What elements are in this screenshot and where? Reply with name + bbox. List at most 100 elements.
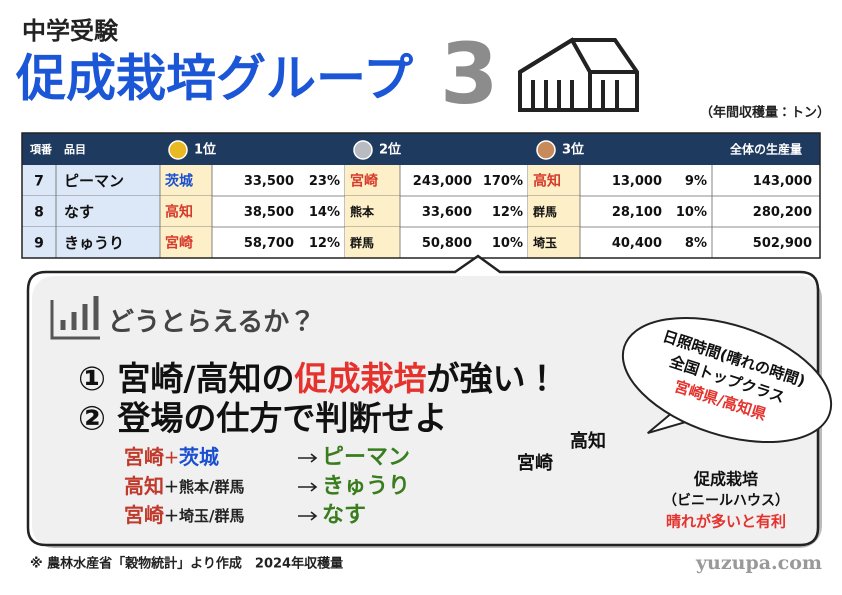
pref-bg [160, 227, 212, 258]
pref-bg [528, 196, 580, 227]
title: 促成栽培グループ [15, 50, 413, 108]
amount: 40,400 [612, 236, 662, 251]
chart-icon [50, 296, 100, 340]
share: 170% [483, 174, 523, 189]
combo-plus: ＋ [164, 507, 179, 525]
share: 8% [685, 236, 707, 251]
medal [353, 140, 373, 160]
point-1-highlight: 促成栽培 [293, 359, 426, 398]
arrow [298, 511, 318, 521]
legend-subtitle: （ビニールハウス） [663, 493, 789, 509]
greenhouse-icon [518, 37, 639, 112]
map-label: 宮崎 [517, 452, 553, 474]
header-cell: 全体の生産量 [730, 142, 802, 157]
cell-bg [22, 196, 160, 227]
group-number: 3 [440, 25, 498, 123]
point-1-suffix: が強い！ [426, 359, 558, 398]
combo: 宮崎＋埼玉/群馬 [124, 503, 245, 527]
pref: 群馬 [532, 204, 557, 219]
legend-note: 晴れが多いと有利 [666, 513, 786, 531]
total: 502,900 [753, 236, 812, 251]
pref-bg [345, 165, 400, 196]
amount: 28,100 [612, 205, 662, 220]
pref: 宮崎 [165, 235, 193, 252]
row-no: 7 [34, 174, 44, 190]
point-1-prefix: ① 宮崎/高知の [78, 359, 294, 398]
kicker: 中学受験 [22, 17, 119, 45]
legend-title: 促成栽培 [693, 470, 758, 489]
pref: 熊本 [350, 204, 375, 219]
cell-bg [22, 227, 160, 258]
combo-crop: ピーマン [322, 445, 410, 470]
combo-partner: 茨城 [179, 445, 219, 469]
unit-note: （年間収穫量：トン） [700, 105, 830, 121]
combo-crop: きゅうり [322, 474, 410, 499]
pref-bg [528, 227, 580, 258]
combo-main: 宮崎 [124, 445, 164, 469]
arrow [298, 482, 318, 492]
header-cell: 項番 [30, 142, 53, 156]
medal [168, 140, 188, 160]
pref: 埼玉 [533, 235, 557, 250]
table-border [21, 132, 821, 259]
sunshine-bubble: 日照時間(晴れの時間) 全国トップクラス 宮崎県/高知県 [621, 316, 833, 444]
pref-bg [345, 227, 400, 258]
header-cell: 3位 [562, 142, 584, 158]
pref-bg [160, 165, 212, 196]
item: なす [64, 203, 94, 221]
share: 10% [492, 236, 523, 251]
pref-bg [345, 196, 400, 227]
pref: 高知 [533, 173, 561, 190]
share: 14% [309, 205, 340, 220]
share: 23% [309, 174, 340, 189]
share: 10% [676, 205, 707, 220]
total: 280,200 [753, 205, 812, 220]
amount: 58,700 [244, 236, 294, 251]
share: 9% [685, 174, 707, 189]
pref: 茨城 [165, 173, 193, 190]
combo-partner: 埼玉/群馬 [179, 507, 244, 525]
combo-main: 宮崎 [124, 503, 164, 527]
total: 143,000 [753, 174, 812, 189]
point-2: ② 登場の仕方で判断せよ [78, 399, 447, 438]
arrow [298, 453, 318, 463]
pref-bg [160, 196, 212, 227]
share: 12% [309, 236, 340, 251]
header-row [22, 133, 820, 165]
header-cell: 1位 [194, 142, 216, 158]
amount: 13,000 [612, 174, 662, 189]
combo-crop: なす [322, 503, 366, 528]
medal [536, 140, 556, 160]
item: ピーマン [64, 172, 124, 190]
callout-box [26, 254, 820, 547]
combo-partner: 熊本/群馬 [179, 478, 244, 496]
pref: 群馬 [349, 235, 374, 250]
amount: 33,500 [244, 174, 294, 189]
amount: 38,500 [244, 205, 294, 220]
cell-bg [22, 165, 160, 196]
point-1: ① 宮崎/高知の促成栽培が強い！ [78, 359, 558, 398]
amount: 33,600 [422, 205, 472, 220]
share: 12% [492, 205, 523, 220]
combo: 高知＋熊本/群馬 [124, 474, 245, 498]
amount: 243,000 [413, 174, 472, 189]
pref: 宮崎 [350, 173, 378, 190]
bubble [621, 316, 833, 444]
site: yuzupa.com [695, 552, 822, 574]
amount: 50,800 [422, 236, 472, 251]
pref-bg [528, 165, 580, 196]
row-no: 9 [34, 236, 44, 252]
combo-main: 高知 [124, 474, 164, 498]
header-cell: 品目 [64, 143, 86, 156]
row-no: 8 [34, 205, 44, 221]
combo-plus: ＋ [164, 449, 179, 467]
callout-heading: どうとらえるか？ [108, 308, 315, 338]
header-cell: 2位 [379, 142, 401, 158]
item: きゅうり [64, 234, 124, 252]
combo-plus: ＋ [164, 478, 179, 496]
pref: 高知 [165, 204, 193, 221]
